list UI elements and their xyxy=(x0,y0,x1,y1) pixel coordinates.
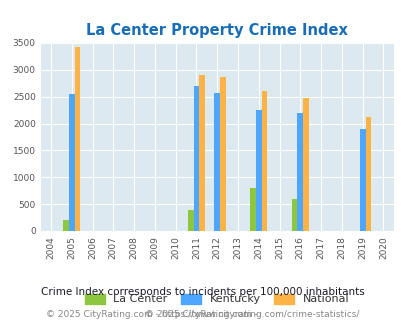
Bar xyxy=(214,93,220,231)
Bar xyxy=(359,129,364,231)
Bar xyxy=(297,113,303,231)
Bar xyxy=(249,188,255,231)
Bar xyxy=(220,77,225,231)
Bar xyxy=(303,98,308,231)
Bar xyxy=(193,86,199,231)
Text: © 2025 CityRating.com - https://www.cityrating.com/crime-statistics/: © 2025 CityRating.com - https://www.city… xyxy=(46,310,359,319)
Bar xyxy=(75,47,80,231)
Bar xyxy=(199,75,205,231)
Legend: La Center, Kentucky, National: La Center, Kentucky, National xyxy=(80,289,354,309)
Title: La Center Property Crime Index: La Center Property Crime Index xyxy=(86,22,347,38)
Text: © 2025 CityRating.com -: © 2025 CityRating.com - xyxy=(145,310,260,319)
Bar xyxy=(261,91,267,231)
Bar xyxy=(291,199,297,231)
Bar xyxy=(364,117,371,231)
Bar xyxy=(187,210,193,231)
Bar xyxy=(63,220,69,231)
Bar xyxy=(69,94,75,231)
Text: Crime Index corresponds to incidents per 100,000 inhabitants: Crime Index corresponds to incidents per… xyxy=(41,287,364,297)
Bar xyxy=(255,110,261,231)
